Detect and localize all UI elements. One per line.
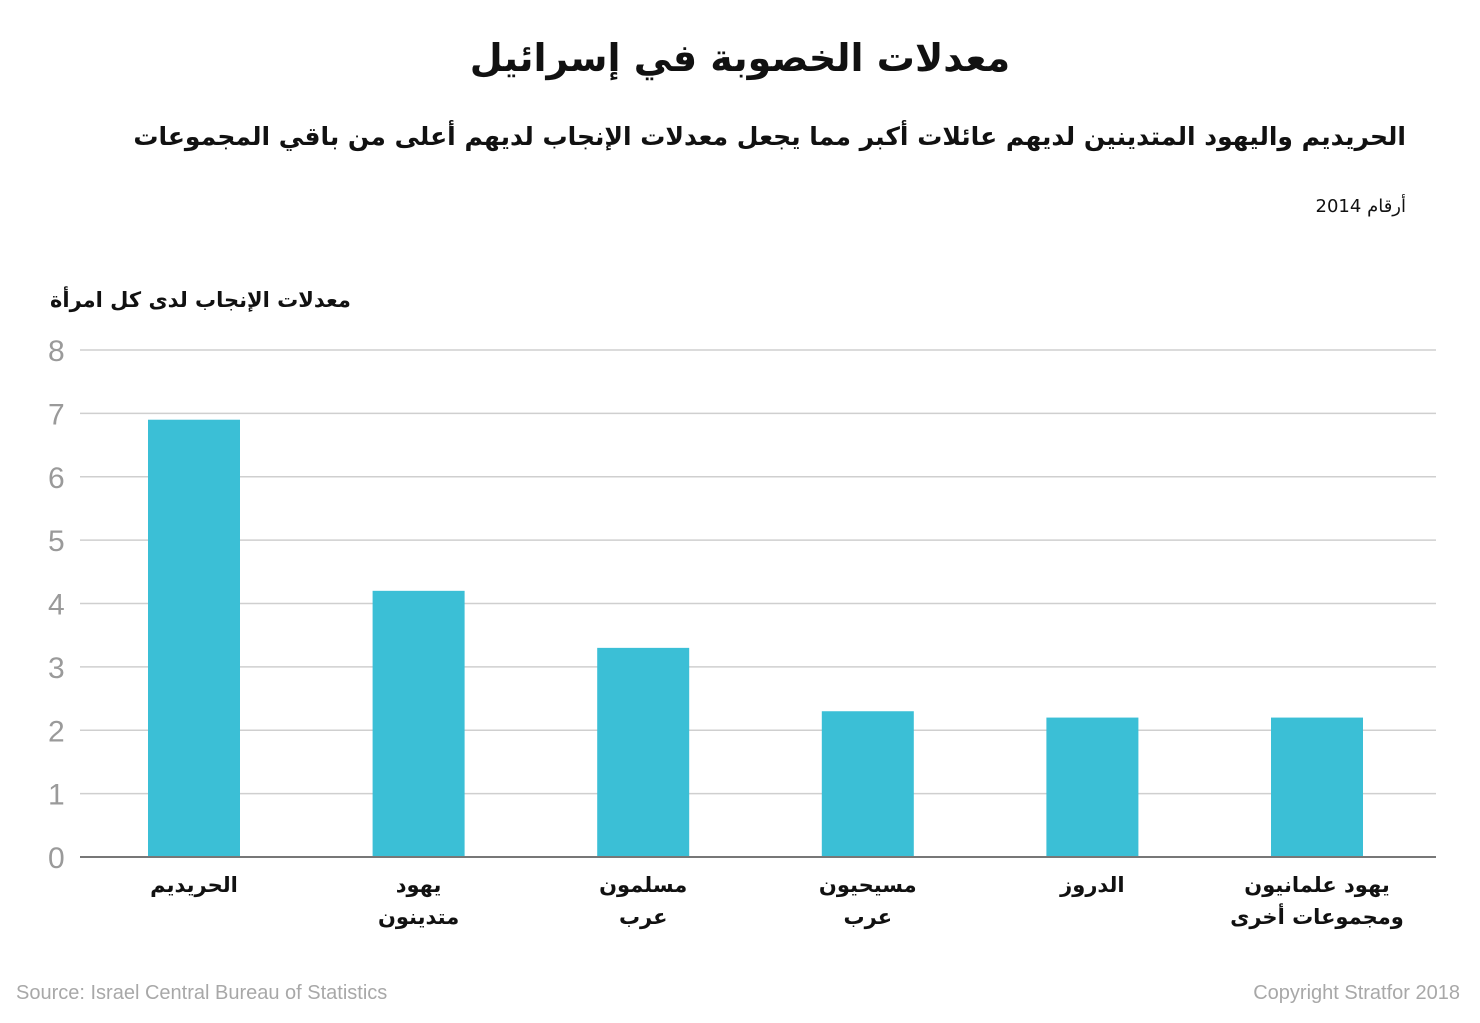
bar xyxy=(821,711,914,857)
y-tick-label: 3 xyxy=(48,652,65,685)
y-tick-label: 4 xyxy=(48,589,65,622)
chart-title: معدلات الخصوبة في إسرائيل xyxy=(469,36,1011,80)
y-tick-label: 0 xyxy=(48,842,65,875)
year-note: أرقام 2014 xyxy=(1315,196,1406,217)
y-tick-label: 7 xyxy=(48,398,65,431)
bar-chart: 0 1 2 3 4 5 6 7 8 الحريديم يهود متدينون مسلمون عرب مسي… xyxy=(48,335,1436,929)
bar xyxy=(372,590,465,857)
x-category-label: متدينون xyxy=(378,905,459,929)
y-tick-label: 8 xyxy=(48,335,65,368)
copyright-note: Copyright Stratfor 2018 xyxy=(1253,982,1460,1004)
y-tick-label: 2 xyxy=(48,715,65,748)
x-category-label: عرب xyxy=(844,905,893,929)
source-note: Source: Israel Central Bureau of Statist… xyxy=(16,982,388,1004)
bar xyxy=(597,647,690,857)
x-category-label: الحريديم xyxy=(150,873,238,897)
x-category-label: مسيحيون xyxy=(819,873,917,897)
x-category-label: يهود xyxy=(396,873,442,897)
chart-subtitle: الحريديم واليهود المتدينين لديهم عائلات … xyxy=(133,122,1406,151)
y-tick-label: 5 xyxy=(48,525,65,558)
y-tick-label: 6 xyxy=(48,462,65,495)
bar xyxy=(1271,717,1363,857)
x-category-label: يهود علمانيون xyxy=(1244,873,1389,897)
x-category-label: الدروز xyxy=(1059,873,1124,897)
bar xyxy=(1046,717,1139,857)
x-category-label: عرب xyxy=(619,905,668,929)
y-axis-label: معدلات الإنجاب لدى كل امرأة xyxy=(50,288,351,312)
x-category-label: ومجموعات أخرى xyxy=(1230,902,1404,929)
y-tick-label: 1 xyxy=(48,779,65,812)
x-category-label: مسلمون xyxy=(599,873,687,897)
bar xyxy=(148,419,240,857)
